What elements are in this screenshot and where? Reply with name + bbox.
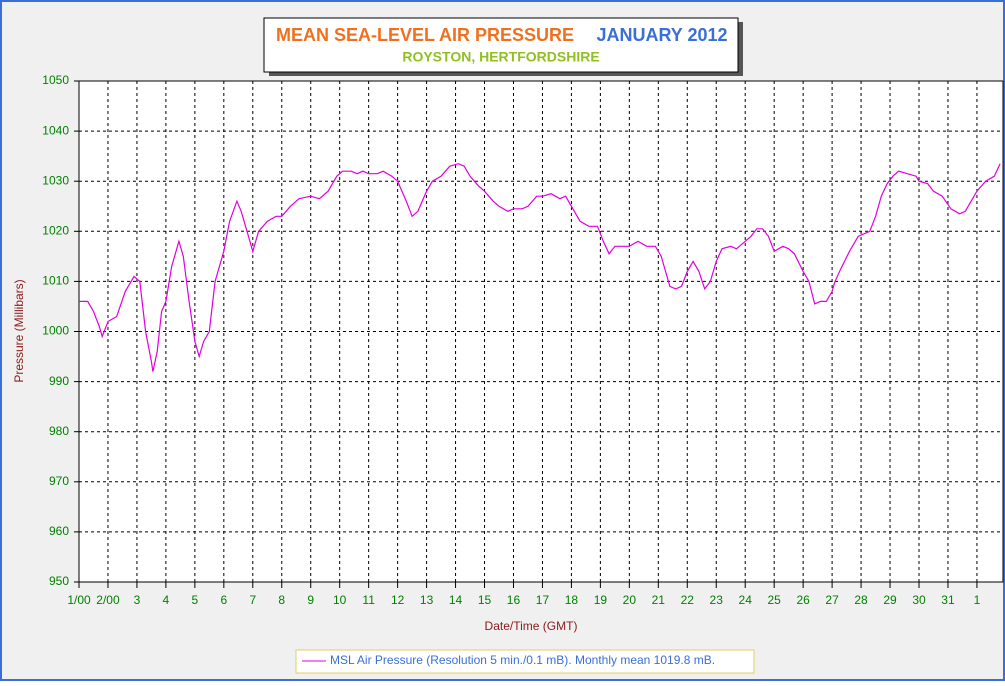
y-axis-label: Pressure (Millibars) (12, 279, 26, 382)
line-series (79, 163, 1001, 372)
y-tick-label: 1050 (42, 73, 69, 87)
x-tick-label: 17 (536, 593, 550, 607)
y-tick-label: 960 (49, 524, 69, 538)
x-tick-label: 5 (192, 593, 199, 607)
x-tick-label: 9 (307, 593, 314, 607)
x-tick-label: 1/00 (67, 593, 91, 607)
x-tick-label: 26 (796, 593, 810, 607)
y-tick-label: 950 (49, 574, 69, 588)
chart-subtitle: ROYSTON, HERTFORDSHIRE (402, 49, 599, 65)
x-tick-label: 29 (883, 593, 897, 607)
x-tick-label: 23 (710, 593, 724, 607)
x-tick-label: 27 (825, 593, 839, 607)
legend-label: MSL Air Pressure (Resolution 5 min./0.1 … (330, 653, 715, 667)
x-tick-label: 15 (478, 593, 492, 607)
x-tick-label: 4 (163, 593, 170, 607)
chart-title: MEAN SEA-LEVEL AIR PRESSURE (276, 25, 574, 45)
x-tick-label: 2/00 (96, 593, 120, 607)
x-tick-label: 6 (220, 593, 227, 607)
title-box (263, 17, 739, 73)
y-tick-label: 990 (49, 374, 69, 388)
x-tick-label: 24 (739, 593, 753, 607)
x-tick-label: 3 (134, 593, 141, 607)
x-axis-label: Date/Time (GMT) (485, 619, 578, 633)
x-tick-label: 14 (449, 593, 463, 607)
x-tick-label: 28 (854, 593, 868, 607)
x-tick-label: 19 (594, 593, 608, 607)
x-tick-label: 21 (652, 593, 666, 607)
x-tick-label: 10 (333, 593, 347, 607)
x-tick-label: 12 (391, 593, 405, 607)
y-tick-label: 1020 (42, 223, 69, 237)
x-tick-label: 1 (974, 593, 981, 607)
x-tick-label: 22 (681, 593, 695, 607)
y-tick-label: 980 (49, 424, 69, 438)
x-tick-label: 11 (362, 593, 375, 607)
x-tick-label: 25 (767, 593, 781, 607)
x-tick-label: 20 (623, 593, 637, 607)
legend (295, 649, 755, 674)
x-tick-label: 7 (249, 593, 256, 607)
x-tick-label: 18 (565, 593, 579, 607)
y-tick-label: 1040 (42, 123, 69, 137)
x-tick-label: 31 (941, 593, 955, 607)
x-tick-label: 30 (912, 593, 926, 607)
x-tick-label: 13 (420, 593, 434, 607)
x-tick-label: 8 (278, 593, 285, 607)
y-tick-label: 1000 (42, 324, 69, 338)
chart-title-month: JANUARY 2012 (596, 25, 727, 45)
y-tick-label: 970 (49, 474, 69, 488)
y-tick-label: 1030 (42, 173, 69, 187)
y-tick-label: 1010 (42, 274, 69, 288)
x-tick-label: 16 (507, 593, 521, 607)
